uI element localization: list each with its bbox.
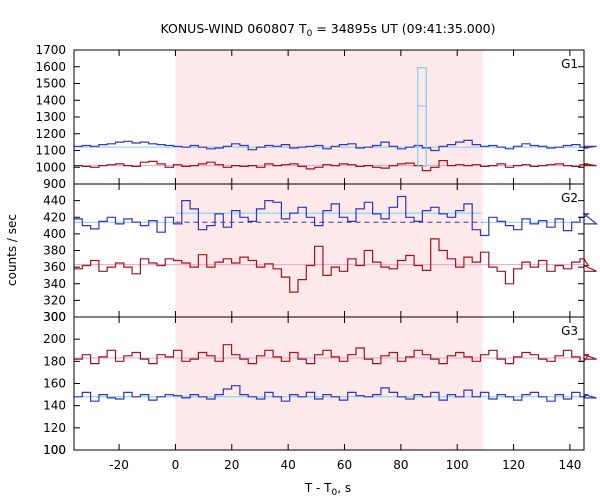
y-tick-label: 400 (43, 227, 66, 241)
y-tick-label: 120 (43, 421, 66, 435)
x-axis-label: T - T0, s (304, 481, 351, 498)
series-g3-0 (74, 385, 597, 402)
panel-label-g1: G1 (561, 57, 578, 71)
y-tick-label: 140 (43, 399, 66, 413)
y-tick-label: 180 (43, 354, 66, 368)
x-tick-label: 100 (446, 458, 469, 472)
spike-bar (417, 66, 427, 168)
x-tick-label: 140 (558, 458, 581, 472)
y-tick-label: 160 (43, 377, 66, 391)
y-tick-label: 100 (43, 443, 66, 457)
y-tick-label: 440 (43, 194, 66, 208)
y-tick-label: 1500 (35, 77, 66, 91)
frame-layer: 10001100120013001400150016001700900G1300… (35, 43, 585, 472)
panel-label-g3: G3 (561, 324, 578, 338)
y-tick-label: 1200 (35, 127, 66, 141)
y-axis-label: counts / sec (5, 214, 19, 286)
y-tick-label: 300 (43, 310, 66, 324)
y-tick-label: 1100 (35, 144, 66, 158)
x-tick-label: -20 (109, 458, 129, 472)
highlight-layer (175, 50, 483, 450)
series-g2-1 (74, 238, 597, 293)
y-tick-label: 340 (43, 277, 66, 291)
y-tick-label: 1300 (35, 110, 66, 124)
x-tick-label: 80 (393, 458, 408, 472)
x-tick-label: 60 (337, 458, 352, 472)
series-g3-1 (74, 344, 597, 365)
y-tick-label: 1700 (35, 43, 66, 57)
panel-label-g2: G2 (561, 191, 578, 205)
y-tick-label: 380 (43, 244, 66, 258)
y-tick-label: 1000 (35, 160, 66, 174)
series-g1-0 (74, 139, 597, 152)
x-tick-label: 120 (502, 458, 525, 472)
x-tick-label: 20 (224, 458, 239, 472)
y-tick-label: 100 (43, 443, 66, 457)
y-tick-label: 900 (43, 177, 66, 191)
y-tick-label: 300 (43, 310, 66, 324)
y-tick-label: 360 (43, 260, 66, 274)
x-tick-label: 0 (172, 458, 180, 472)
x-tick-label: 40 (281, 458, 296, 472)
y-tick-label: 1400 (35, 93, 66, 107)
y-tick-label: 420 (43, 210, 66, 224)
series-g1-1 (74, 160, 597, 172)
series-layer (74, 66, 599, 402)
series-g2-0 (74, 195, 599, 237)
y-tick-label: 1600 (35, 60, 66, 74)
y-tick-label: 200 (43, 332, 66, 346)
y-tick-label: 320 (43, 293, 66, 307)
chart-title: KONUS-WIND 060807 T0 = 34895s UT (09:41:… (160, 21, 495, 39)
highlight-band (175, 50, 483, 450)
